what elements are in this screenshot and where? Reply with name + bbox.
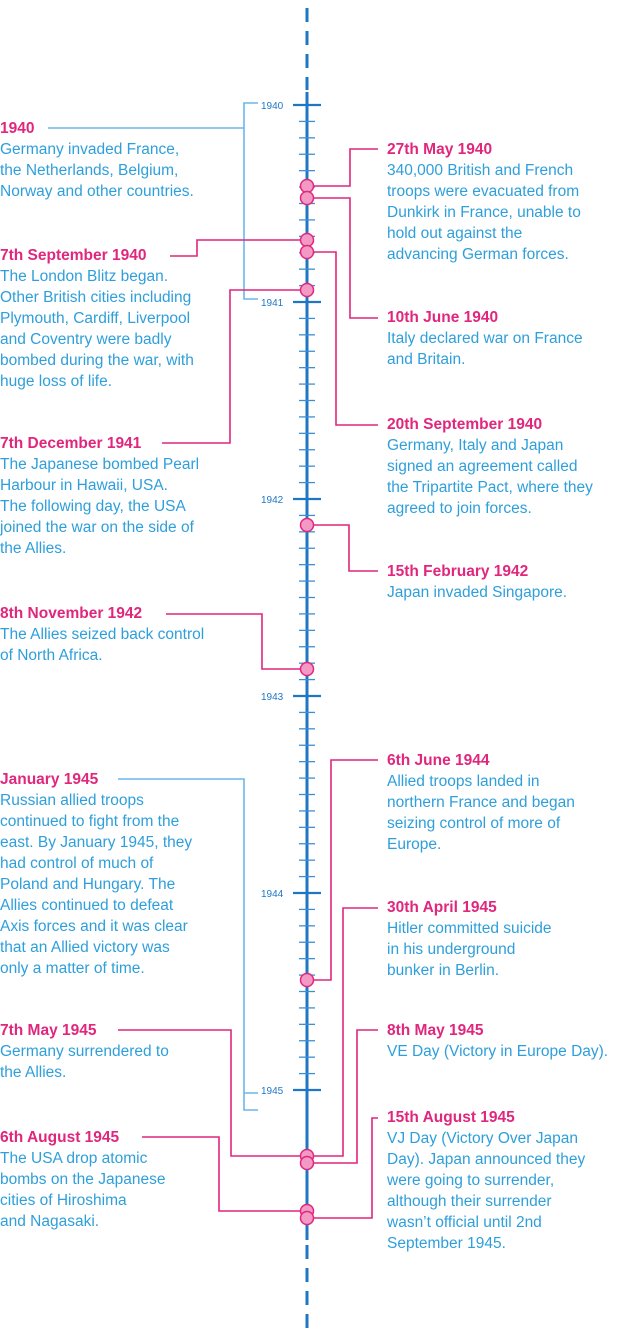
event-date: 7th September 1940 [0,247,147,264]
event-date: 30th April 1945 [387,899,497,916]
event-10jun1940: 10th June 1940 Italy declared war on Fra… [387,307,583,370]
connector-6jun1944 [307,759,378,981]
connector-7may1945 [118,1029,307,1157]
connector-20sep1940 [307,251,378,426]
event-description: Italy declared war on France and Britain… [387,330,583,368]
event-date: 8th November 1942 [0,605,143,622]
year-label: 1942 [261,495,284,506]
year-label: 1940 [261,101,284,112]
connector-7dec1941 [162,289,307,444]
event-description: The London Blitz began. Other British ci… [0,268,194,390]
event-markers [299,178,315,1226]
event-marker [299,972,315,988]
event-description: Russian allied troops continued to fight… [0,792,193,977]
year-label: 1943 [261,692,284,703]
event-1940: 1940 Germany invaded France, the Netherl… [0,118,194,202]
event-date: 1940 [0,120,35,137]
event-8may1945: 8th May 1945 VE Day (Victory in Europe D… [387,1020,608,1062]
event-marker [299,1210,315,1226]
event-date: 10th June 1940 [387,309,499,326]
event-27may1940: 27th May 1940 340,000 British and French… [387,139,581,265]
connector-7sep1940 [170,239,307,257]
year-labels: 1940 1941 1942 1943 1944 1945 [261,101,284,1097]
event-description: VJ Day (Victory Over Japan Day). Japan a… [387,1130,586,1252]
connector-8may1945 [307,1029,378,1164]
connector-27may1940 [307,148,378,187]
event-description: 340,000 British and French troops were e… [387,162,581,263]
connector-8nov1942 [166,613,307,670]
event-description: VE Day (Victory in Europe Day). [387,1043,609,1060]
event-date: 15th February 1942 [387,563,529,580]
connector-10jun1940 [307,197,378,319]
event-date: 8th May 1945 [387,1022,484,1039]
connector-1940 [48,102,258,300]
event-description: Japan invaded Singapore. [387,584,568,601]
connector-15aug1945 [307,1117,378,1219]
event-7sep1940: 7th September 1940 The London Blitz bega… [0,245,194,392]
event-20sep1940: 20th September 1940 Germany, Italy and J… [387,414,593,519]
connector-30apr1945 [307,907,378,1157]
event-date: January 1945 [0,771,99,788]
event-8nov1942: 8th November 1942 The Allies seized back… [0,603,204,666]
event-description: The USA drop atomic bombs on the Japanes… [0,1150,166,1230]
event-marker [299,232,315,248]
event-jan1945: January 1945 Russian allied troops conti… [0,769,192,979]
event-date: 7th May 1945 [0,1022,97,1039]
event-marker [299,517,315,533]
connector-15feb1942 [307,524,378,572]
event-date: 15th August 1945 [387,1109,515,1126]
event-marker [299,282,315,298]
event-description: Hitler committed suicide in his undergro… [387,920,552,979]
event-15aug1945: 15th August 1945 VJ Day (Victory Over Ja… [387,1107,585,1254]
event-6aug1945: 6th August 1945 The USA drop atomic bomb… [0,1127,165,1232]
event-7may1945: 7th May 1945 Germany surrendered to the … [0,1020,169,1083]
event-date: 6th June 1944 [387,752,490,769]
event-15feb1942: 15th February 1942 Japan invaded Singapo… [387,561,567,603]
event-description: The Japanese bombed Pearl Harbour in Haw… [0,456,200,557]
event-7dec1941: 7th December 1941 The Japanese bombed Pe… [0,433,199,559]
event-6jun1944: 6th June 1944 Allied troops landed in no… [387,750,575,855]
connectors [48,102,378,1219]
event-description: Allied troops landed in northern France … [387,773,575,853]
event-description: Germany surrendered to the Allies. [0,1043,169,1081]
event-date: 7th December 1941 [0,435,142,452]
event-marker [299,190,315,206]
event-date: 6th August 1945 [0,1129,120,1146]
event-marker [299,1155,315,1171]
connector-6aug1945 [142,1136,307,1212]
year-label: 1945 [261,1086,284,1097]
year-label: 1941 [261,298,284,309]
event-description: Germany, Italy and Japan signed an agree… [387,437,593,517]
year-label: 1944 [261,889,284,900]
event-marker [299,244,315,260]
event-date: 20th September 1940 [387,416,543,433]
event-30apr1945: 30th April 1945 Hitler committed suicide… [387,897,552,981]
event-marker [299,178,315,194]
connector-jan1945 [118,778,258,1111]
event-date: 27th May 1940 [387,141,493,158]
event-marker [299,661,315,677]
event-description: The Allies seized back control of North … [0,626,205,664]
event-description: Germany invaded France, the Netherlands,… [0,141,194,200]
